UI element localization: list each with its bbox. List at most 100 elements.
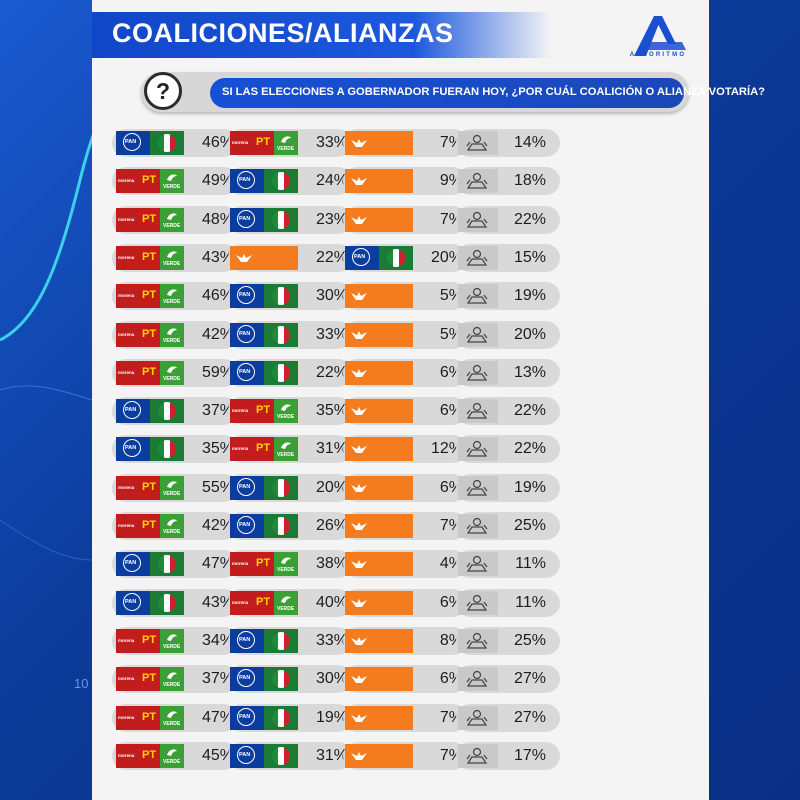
morena-block: [116, 475, 138, 500]
percent-value: 25%: [513, 631, 546, 649]
movimiento-ciudadano-logo: [345, 552, 413, 577]
percent-value: 22%: [513, 210, 546, 228]
verde-label: VERDE: [163, 260, 181, 267]
pt-label: PT: [142, 633, 157, 646]
toucan-icon: [281, 136, 291, 143]
morena-pt-verde-logo: morena PT VERDE: [116, 743, 184, 768]
pan-pri-prd-logo: PAN: [230, 169, 298, 194]
pri-tricolor: [387, 248, 405, 267]
percent-value: 17%: [513, 746, 546, 764]
percent-value: 22%: [315, 363, 348, 381]
no-answer-logo: [458, 590, 526, 615]
movimiento-ciudadano-logo: [345, 284, 413, 309]
morena-label: morena: [118, 714, 135, 720]
pan-circle: [237, 324, 255, 343]
percent-value: 22%: [513, 402, 546, 420]
pt-label: PT: [142, 748, 157, 761]
pan-label: PAN: [239, 636, 251, 643]
no-answer-logo: [458, 169, 526, 194]
toucan-icon: [167, 327, 177, 335]
pt-label: PT: [142, 519, 157, 531]
no-answer-logo: [458, 552, 526, 577]
eagle-icon: [236, 253, 252, 262]
pt-label: PT: [256, 404, 271, 417]
pt-label: PT: [142, 480, 157, 493]
pri-tricolor: [272, 210, 290, 229]
pan-pri-prd-logo: PAN: [230, 360, 298, 385]
no-answer-block: [458, 169, 498, 194]
percent-value: 31%: [315, 440, 348, 458]
movimiento-ciudadano-logo: [345, 705, 413, 730]
percent-value: 59%: [201, 363, 234, 381]
toucan-icon: [281, 557, 291, 565]
pan-label: PAN: [125, 407, 137, 414]
verde-block: [160, 169, 184, 194]
eagle-icon: [351, 139, 367, 147]
morena-label: morena: [118, 331, 135, 337]
morena-block: [230, 131, 252, 155]
pri-tricolor: [272, 517, 290, 535]
verde-block: [160, 628, 184, 653]
table-row: BAJA CALIFORNIA SURmorenaPTVERDE48%PAN23…: [112, 205, 688, 234]
pri-tricolor: [158, 555, 176, 574]
percent-value: 22%: [315, 248, 348, 266]
no-answer-block: [458, 284, 498, 309]
pan-circle: [237, 745, 255, 764]
morena-pt-verde-logo: morena PT VERDE: [230, 399, 298, 424]
pan-label: PAN: [239, 483, 251, 490]
pan-pri-prd-logo: PAN: [230, 475, 298, 500]
pt-label: PT: [256, 595, 271, 608]
table-row: BAJA CALIFORNIAmorenaPTVERDE49%PAN24%9%1…: [112, 167, 688, 196]
morena-label: morena: [118, 637, 135, 643]
morena-pt-verde-logo: morena PT VERDE: [116, 169, 184, 194]
ballot-box-icon: [466, 211, 488, 228]
pri-tricolor: [272, 287, 290, 306]
movimiento-ciudadano-logo: [345, 169, 413, 194]
percent-value: 43%: [201, 248, 234, 266]
morena-block: [116, 169, 138, 194]
morena-block: [116, 322, 138, 347]
toucan-icon: [167, 749, 177, 756]
no-answer-logo: [458, 514, 526, 538]
eagle-icon: [351, 215, 367, 224]
background-axis-label: 10: [74, 676, 89, 691]
question-bar: [210, 78, 684, 108]
pan-pri-prd-logo: PAN: [116, 131, 184, 155]
pan-pri-prd-logo: PAN: [116, 399, 184, 424]
pt-block: [138, 743, 160, 768]
pan-label: PAN: [239, 292, 251, 299]
no-answer-block: [458, 590, 498, 615]
morena-pt-verde-logo: morena PT VERDE: [116, 207, 184, 232]
pan-circle: [237, 707, 255, 726]
ballot-box-icon: [466, 402, 488, 419]
no-answer-block: [458, 628, 498, 653]
percent-value: 20%: [513, 325, 546, 343]
percent-value: 33%: [315, 134, 348, 151]
percent-value: 11%: [515, 593, 546, 611]
morena-block: [116, 667, 138, 692]
pan-pri-prd-logo: PAN: [230, 628, 298, 653]
toucan-icon: [167, 289, 177, 297]
morena-label: morena: [232, 599, 249, 605]
no-answer-logo: [458, 399, 526, 424]
percent-value: 14%: [513, 134, 546, 151]
pt-block: [138, 322, 160, 347]
percent-value: 20%: [315, 478, 348, 496]
pan-label: PAN: [239, 713, 251, 720]
pan-label: PAN: [239, 177, 251, 184]
percent-value: 31%: [315, 746, 348, 764]
pt-label: PT: [142, 174, 157, 187]
percent-value: 47%: [201, 555, 234, 573]
pt-label: PT: [142, 365, 157, 378]
movimiento-ciudadano-logo: [345, 514, 413, 538]
ballot-box-icon: [466, 709, 488, 726]
percent-value: 33%: [315, 325, 348, 343]
no-answer-logo: [458, 207, 526, 232]
no-answer-block: [458, 552, 498, 577]
morena-pt-verde-logo: morena PT VERDE: [230, 131, 298, 155]
pt-label: PT: [142, 710, 157, 723]
morena-pt-verde-logo: morena PT VERDE: [116, 245, 184, 270]
movimiento-ciudadano-logo: [345, 475, 413, 500]
